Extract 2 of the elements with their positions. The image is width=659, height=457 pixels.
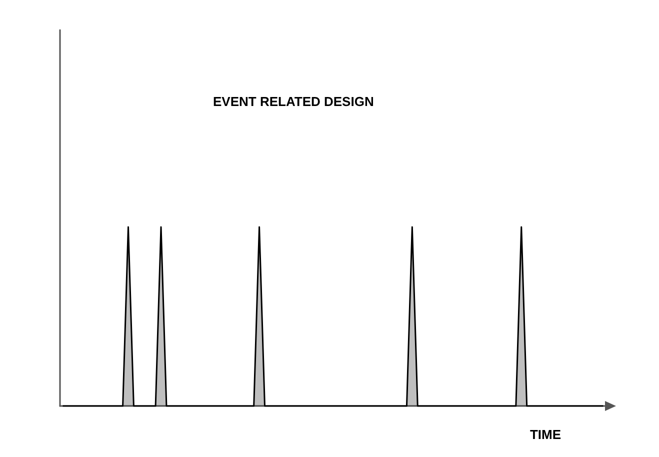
chart-title: EVENT RELATED DESIGN [213, 94, 374, 109]
x-axis-title: TIME [530, 427, 562, 442]
